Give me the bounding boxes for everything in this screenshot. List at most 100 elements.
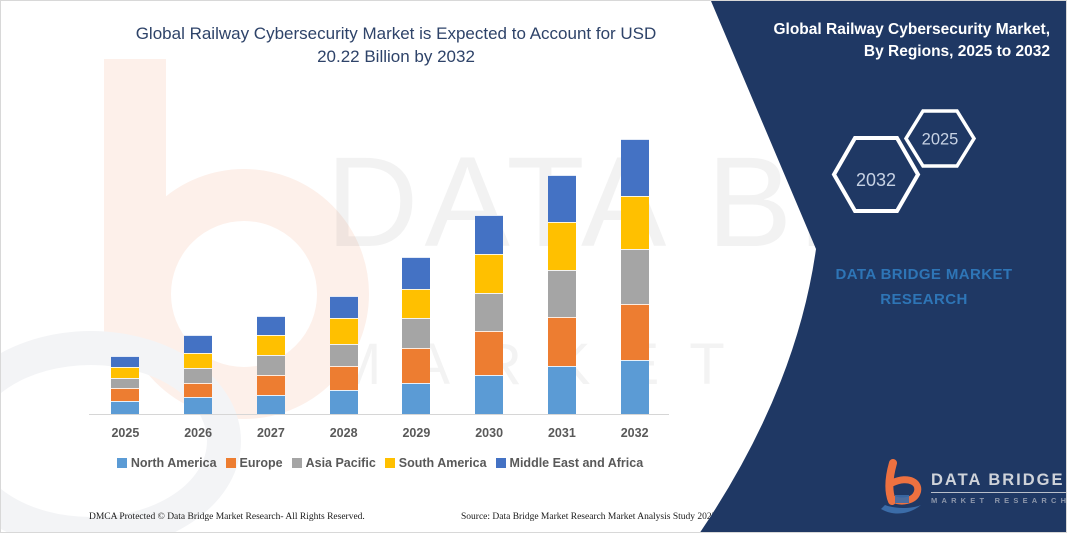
legend-item-south-america: South America <box>384 456 487 470</box>
legend-swatch-icon <box>225 458 236 468</box>
x-axis-labels: 2025 2026 2027 2028 2029 2030 2031 2032 <box>89 426 671 440</box>
chart-title: Global Railway Cybersecurity Market is E… <box>96 23 696 69</box>
bar-segment-2026-europe <box>184 383 213 397</box>
x-axis-label-2025: 2025 <box>111 426 140 440</box>
bar-segment-2031-europe <box>547 317 576 366</box>
legend-item-middle-east-and-africa: Middle East and Africa <box>495 456 644 470</box>
stacked-bar-2025 <box>111 356 140 414</box>
x-axis-label-2029: 2029 <box>402 426 431 440</box>
bar-segment-2031-south-america <box>547 222 576 270</box>
bar-segment-2028-north-america <box>329 389 358 414</box>
x-axis-label-2031: 2031 <box>547 426 576 440</box>
chart-title-line1: Global Railway Cybersecurity Market is E… <box>135 24 657 43</box>
bar-segment-2025-asia-pacific <box>111 377 140 389</box>
legend-swatch-icon <box>291 458 302 468</box>
bar-segment-2029-asia-pacific <box>402 317 431 348</box>
stacked-bar-2027 <box>256 316 285 414</box>
bar-segment-2029-europe <box>402 347 431 383</box>
bar-segment-2031-north-america <box>547 365 576 414</box>
legend-label: North America <box>130 456 217 470</box>
legend-swatch-icon <box>116 458 127 468</box>
legend-label: Europe <box>239 456 283 470</box>
legend-item-europe: Europe <box>225 456 283 470</box>
bar-segment-2030-middle-east-and-africa <box>475 215 504 255</box>
legend-label: South America <box>398 456 487 470</box>
bar-segment-2032-south-america <box>620 195 649 250</box>
x-axis-label-2026: 2026 <box>184 426 213 440</box>
chart-title-line2: 20.22 Billion by 2032 <box>317 46 475 66</box>
bar-column-2026 <box>162 335 235 414</box>
databridge-logo-text: DATA BRIDGE MARKET RESEARCH <box>931 471 1067 505</box>
bar-segment-2025-middle-east-and-africa <box>111 356 140 368</box>
bar-segment-2027-north-america <box>256 395 285 414</box>
legend-item-asia-pacific: Asia Pacific <box>291 456 376 470</box>
legend-item-north-america: North America <box>116 456 217 470</box>
chart-legend: North America Europe Asia Pacific South Ame… <box>89 456 671 470</box>
side-panel-title-line2: By Regions, 2025 to 2032 <box>863 43 1050 61</box>
bar-column-2030 <box>453 215 526 414</box>
logo-subtitle: MARKET RESEARCH <box>931 496 1067 505</box>
bar-segment-2027-asia-pacific <box>256 355 285 375</box>
stacked-bar-2030 <box>475 215 504 414</box>
bar-column-2032 <box>598 139 671 414</box>
bar-segment-2025-north-america <box>111 400 140 414</box>
panel-brand-line1: DATA BRIDGE MARKET <box>835 266 1013 283</box>
bar-segment-2026-north-america <box>184 397 213 414</box>
bar-column-2031 <box>526 174 599 414</box>
x-axis-label-2027: 2027 <box>256 426 285 440</box>
bar-segment-2029-middle-east-and-africa <box>402 256 431 289</box>
bar-segment-2029-north-america <box>402 383 431 414</box>
logo-name: DATA BRIDGE <box>931 471 1066 493</box>
bar-segment-2030-north-america <box>475 375 504 414</box>
bar-segment-2032-europe <box>620 304 649 360</box>
x-axis-label-2030: 2030 <box>475 426 504 440</box>
bar-segment-2025-europe <box>111 388 140 401</box>
bar-segment-2028-south-america <box>329 317 358 345</box>
side-panel-title-line1: Global Railway Cybersecurity Market, <box>773 21 1050 38</box>
bar-segment-2026-middle-east-and-africa <box>184 335 213 353</box>
bar-column-2025 <box>89 356 162 414</box>
stacked-bar-2031 <box>547 174 576 414</box>
databridge-logo-icon <box>881 459 922 514</box>
legend-label: Asia Pacific <box>305 456 376 470</box>
bar-segment-2031-middle-east-and-africa <box>547 174 576 223</box>
year-hexagons: 2025 2032 <box>831 109 977 213</box>
bar-segment-2026-south-america <box>184 352 213 368</box>
bar-segment-2028-europe <box>329 366 358 390</box>
hexagon-2032-label: 2032 <box>856 170 896 190</box>
bar-segment-2028-asia-pacific <box>329 344 358 367</box>
x-axis-label-2032: 2032 <box>620 426 649 440</box>
source-note: Source: Data Bridge Market Research Mark… <box>461 512 717 522</box>
databridge-logo: DATA BRIDGE MARKET RESEARCH <box>879 459 1067 519</box>
bar-segment-2032-middle-east-and-africa <box>620 139 649 196</box>
bar-segment-2032-north-america <box>620 359 649 414</box>
legend-swatch-icon <box>384 458 395 468</box>
stacked-bar-2028 <box>329 296 358 414</box>
stacked-bar-2029 <box>402 256 431 414</box>
stacked-bar-2026 <box>184 335 213 414</box>
stacked-bar-2032 <box>620 139 649 414</box>
bar-segment-2026-asia-pacific <box>184 367 213 383</box>
bar-segment-2028-middle-east-and-africa <box>329 296 358 318</box>
bar-segment-2032-asia-pacific <box>620 249 649 305</box>
dmca-notice: DMCA Protected © Data Bridge Market Rese… <box>89 512 365 522</box>
bar-segment-2030-europe <box>475 331 504 376</box>
bar-segment-2027-south-america <box>256 335 285 355</box>
x-axis-line <box>89 414 669 415</box>
stacked-bar-plot <box>89 101 671 414</box>
bar-segment-2030-south-america <box>475 254 504 293</box>
bar-segment-2029-south-america <box>402 288 431 318</box>
x-axis-label-2028: 2028 <box>329 426 358 440</box>
legend-label: Middle East and Africa <box>509 456 644 470</box>
bar-segment-2030-asia-pacific <box>475 292 504 332</box>
bar-column-2027 <box>235 316 308 414</box>
hexagon-2025-icon <box>903 109 977 168</box>
side-panel-title: Global Railway Cybersecurity Market, By … <box>690 19 1050 64</box>
bar-segment-2031-asia-pacific <box>547 269 576 318</box>
hexagon-2032-icon <box>831 136 921 213</box>
bar-column-2029 <box>380 256 453 414</box>
bar-segment-2027-middle-east-and-africa <box>256 316 285 335</box>
bar-column-2028 <box>307 296 380 414</box>
